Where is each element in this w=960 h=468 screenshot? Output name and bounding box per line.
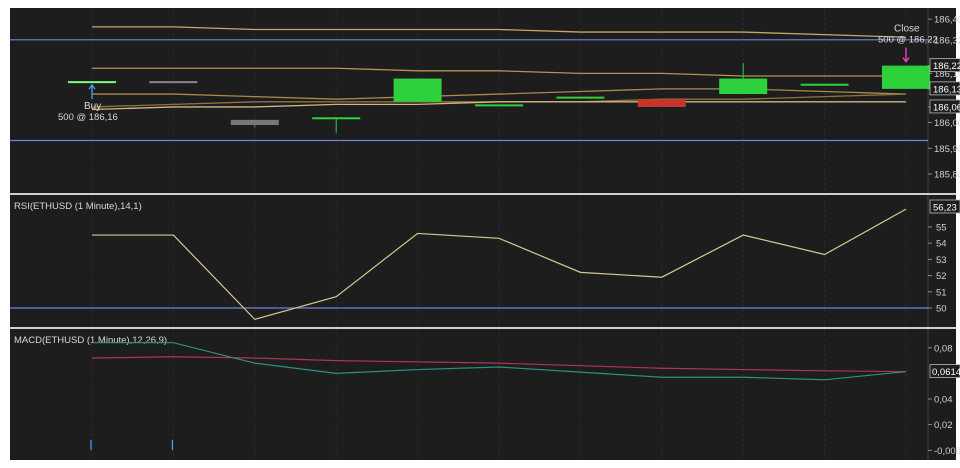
- candle-body: [68, 81, 116, 84]
- last-price-box: [929, 99, 960, 114]
- rsi-last-value-label: 56,23: [933, 203, 957, 214]
- price-tick-label: 185,80: [934, 170, 960, 181]
- close-annotation-detail: 500 @ 186,22: [878, 35, 938, 46]
- macd-tick-label: 0,02: [934, 420, 953, 431]
- moving-average-line-2: [92, 88, 907, 100]
- close-annotation-label: Close: [894, 24, 920, 35]
- candle-body: [149, 81, 198, 84]
- buy-annotation-detail: 500 @ 186,16: [58, 112, 118, 123]
- panel-separator: [10, 327, 956, 329]
- last-price-label: 186,22: [933, 61, 960, 72]
- candle-body: [312, 117, 361, 120]
- rsi-tick-label: 50: [936, 304, 947, 315]
- last-price-box: [929, 58, 960, 73]
- rsi-line: [92, 208, 907, 321]
- rsi-last-value-box: [929, 199, 960, 214]
- macd-line-1: [92, 342, 907, 381]
- moving-average-line-1: [92, 67, 906, 77]
- panel-background-0: [10, 8, 956, 193]
- macd-line-0: [91, 356, 907, 373]
- buy-annotation-label: Buy: [84, 101, 101, 112]
- macd-tick-label: -0,0002: [934, 446, 960, 457]
- moving-average-line-4: [91, 101, 906, 111]
- price-tick-label: 186,32: [934, 35, 960, 46]
- macd-last-value-label: 0,0614: [932, 367, 960, 378]
- rsi-tick-label: 53: [936, 255, 947, 266]
- rsi-tick-label: 51: [936, 287, 947, 298]
- last-price-label: 186,06: [933, 102, 960, 113]
- price-tick-label: 186,19: [934, 69, 960, 80]
- macd-tick-label: 0,04: [934, 394, 953, 405]
- panel-background-1: [10, 195, 956, 327]
- price-tick-label: 185,90: [934, 144, 960, 155]
- price-tick-label: 186,00: [934, 118, 960, 129]
- price-tick-label: 186,40: [934, 15, 960, 26]
- last-price-box: [929, 81, 960, 96]
- panel-background-2: [10, 329, 956, 460]
- rsi-tick-label: 55: [936, 222, 947, 233]
- candle-body: [393, 78, 442, 102]
- macd-tick-label: 0,08: [934, 343, 953, 354]
- candle-body: [475, 104, 523, 107]
- rsi-tick-label: 54: [936, 239, 947, 250]
- close-arrow-head: [902, 57, 910, 63]
- candle-body: [637, 99, 686, 107]
- buy-arrow-head: [88, 84, 96, 90]
- last-price-label: 186,13: [933, 84, 960, 95]
- candle-body: [230, 119, 279, 126]
- rsi-tick-label: 52: [936, 271, 947, 282]
- candle-body: [556, 96, 605, 99]
- candle-body: [800, 83, 849, 86]
- moving-average-line-0: [92, 26, 907, 38]
- macd-title: MACD(ETHUSD (1 Minute),12,26,9): [14, 335, 167, 346]
- candle-body: [882, 65, 930, 89]
- panel-separator: [10, 193, 956, 195]
- rsi-title: RSI(ETHUSD (1 Minute),14,1): [14, 201, 142, 212]
- candle-body: [719, 78, 768, 95]
- macd-last-value-box: [929, 364, 960, 378]
